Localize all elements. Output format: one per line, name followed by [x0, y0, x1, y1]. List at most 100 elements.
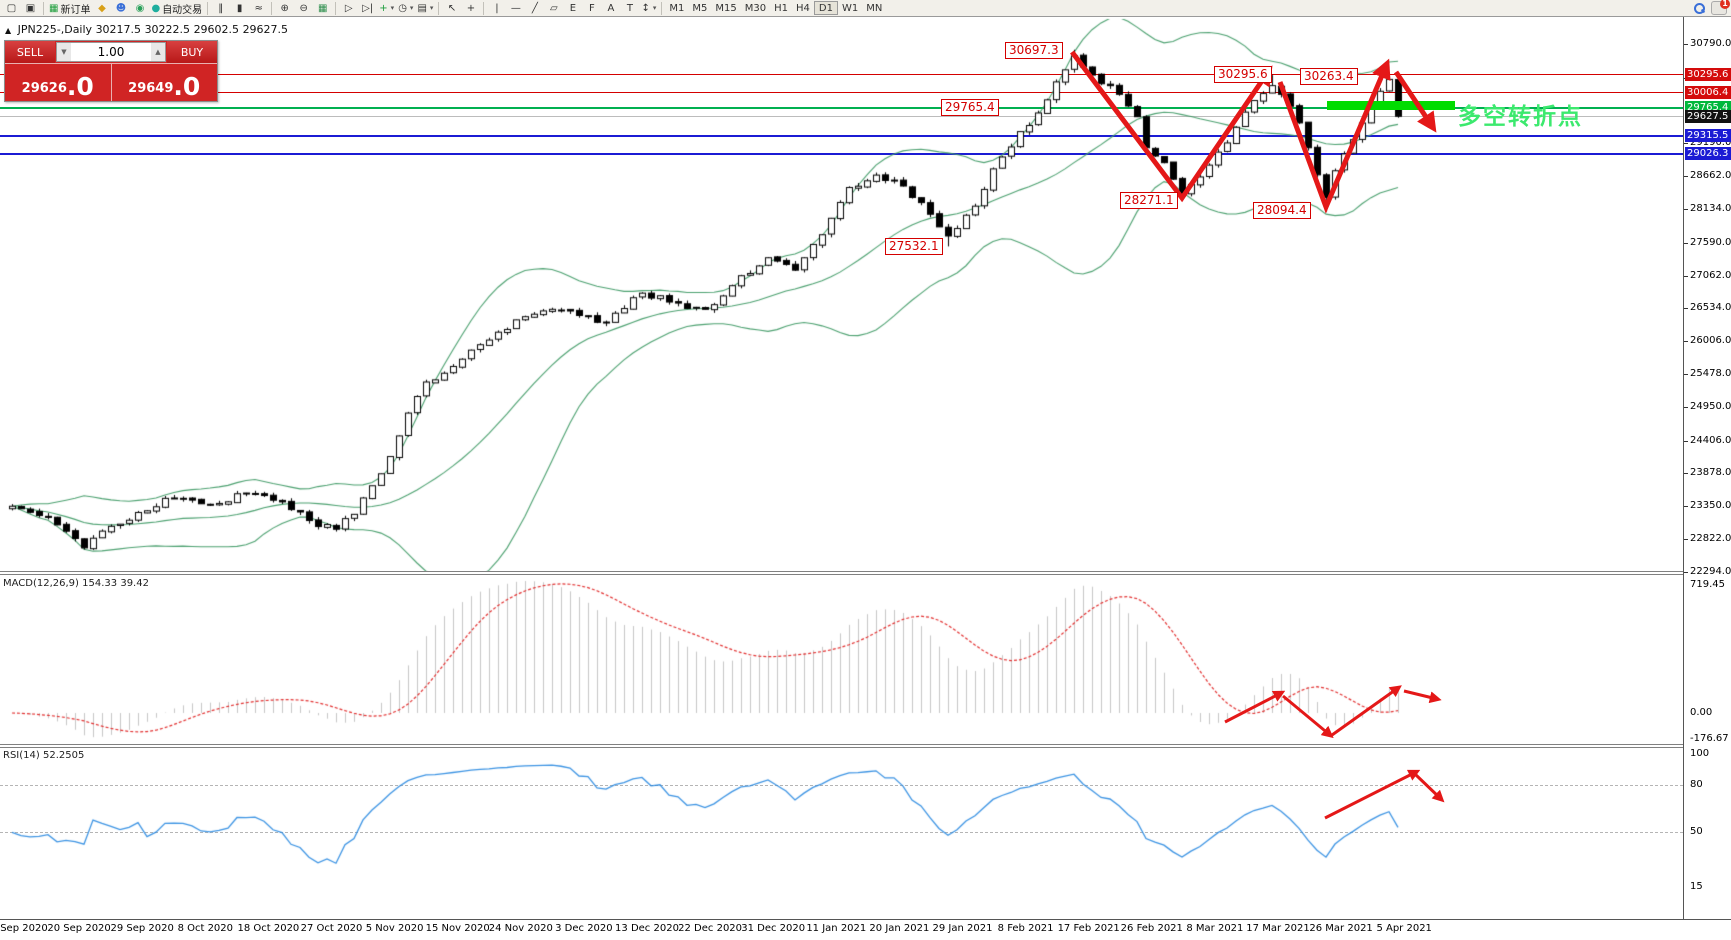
cursor-icon: ↖: [447, 2, 457, 14]
axis-tick-mark: [1684, 473, 1688, 475]
price-annotation-28271.1[interactable]: 28271.1: [1120, 192, 1178, 209]
timeframe-MN[interactable]: MN: [866, 2, 883, 14]
date-label: 8 Oct 2020: [177, 923, 234, 934]
timeframe-M1[interactable]: M1: [669, 2, 685, 14]
timeframe-H4[interactable]: H4: [796, 2, 810, 14]
collapse-icon[interactable]: ▲: [5, 26, 12, 35]
indicators-button[interactable]: + ▾: [377, 1, 396, 16]
signal-icon[interactable]: ◉: [130, 1, 149, 16]
axis-tick-24950.0: 24950.0: [1690, 400, 1731, 412]
fibonacci-icon: E: [569, 2, 577, 14]
buy-button[interactable]: BUY: [167, 41, 217, 63]
timeframe-M30[interactable]: M30: [744, 2, 767, 14]
bar-chart-icon: ‖: [218, 2, 224, 14]
templates-button[interactable]: ▤ ▾: [415, 1, 435, 16]
tile-windows-icon: ▦: [317, 2, 328, 14]
period-clock-button[interactable]: ◷ ▾: [396, 1, 415, 16]
date-label: 8 Feb 2021: [997, 923, 1054, 934]
tile-windows-icon[interactable]: ▦: [313, 1, 332, 16]
zoom-window-icon: ▣: [25, 2, 36, 14]
hline-icon[interactable]: —: [506, 1, 525, 16]
zoom-window-icon[interactable]: ▣: [21, 1, 40, 16]
macd-panel-separator[interactable]: [0, 571, 1684, 575]
line-chart-icon[interactable]: ≈: [249, 1, 268, 16]
macd-tick-719.45: 719.45: [1690, 579, 1725, 590]
templates-button: ▤: [417, 2, 427, 14]
date-label: 17 Feb 2021: [1057, 923, 1120, 934]
price-annotation-30263.4[interactable]: 30263.4: [1300, 68, 1358, 85]
date-label: 20 Sep 2020: [47, 923, 111, 934]
arrows-icon[interactable]: ↕ ▾: [639, 1, 658, 16]
alerts-badge: 1: [1720, 0, 1730, 9]
eraser-icon[interactable]: ◆: [92, 1, 111, 16]
price-annotation-28094.4[interactable]: 28094.4: [1253, 202, 1311, 219]
axis-tick-28134.0: 28134.0: [1690, 203, 1731, 215]
axis-tick-29190.0: 29190.0: [1690, 137, 1731, 149]
analysis-note[interactable]: 多空转折点: [1458, 104, 1583, 130]
date-label: 20 Jan 2021: [869, 923, 930, 934]
fibo-expansion-icon: F: [589, 2, 595, 14]
date-label: 24 Nov 2020: [488, 923, 553, 934]
axis-tick-23878.0: 23878.0: [1690, 467, 1731, 479]
axis-tick-mark: [1684, 341, 1688, 343]
profiles-icon[interactable]: ☻: [111, 1, 130, 16]
text-icon[interactable]: A: [601, 1, 620, 16]
chart-window-icon[interactable]: ▢: [2, 1, 21, 16]
axis-tick-mark: [1684, 406, 1688, 408]
price-chart-canvas[interactable]: [0, 0, 1683, 940]
bar-chart-icon[interactable]: ‖: [211, 1, 230, 16]
crosshair-icon: +: [466, 2, 476, 14]
alerts-icon[interactable]: 1: [1711, 0, 1730, 15]
timeframe-H1[interactable]: H1: [774, 2, 789, 14]
chart-shift-icon[interactable]: ▷|: [358, 1, 377, 16]
chevron-down-icon: ▾: [409, 4, 414, 12]
chevron-down-icon: ▾: [429, 4, 434, 12]
axis-tick-mark: [1684, 176, 1688, 178]
axis-tick-mark: [1684, 143, 1688, 145]
auto-scroll-icon[interactable]: ▷: [339, 1, 358, 16]
timeframe-W1[interactable]: W1: [841, 2, 859, 14]
toolbar-buttons: ▢ ▣ ▦ 新订单 ◆ ☻ ◉ ● 自动交易 ‖ ▮ ≈ ⊕ ⊖ ▦ ▷ ▷| + ▾ ◷ ▾ ▤ ▾ ↖ + | — ╱ ▱ E F A T ↕…: [2, 1, 665, 16]
eraser-icon: ◆: [98, 2, 106, 14]
date-label: 13 Dec 2020: [615, 923, 679, 934]
timeframe-M5[interactable]: M5: [692, 2, 708, 14]
timeframe-M15[interactable]: M15: [715, 2, 737, 14]
rsi-panel-separator[interactable]: [0, 744, 1684, 748]
date-label: 29 Jan 2021: [932, 923, 993, 934]
zoom-out-icon[interactable]: ⊖: [294, 1, 313, 16]
label-icon[interactable]: T: [620, 1, 639, 16]
volume-down-button[interactable]: ▼: [57, 43, 71, 61]
cursor-icon[interactable]: ↖: [442, 1, 461, 16]
fibonacci-icon[interactable]: E: [563, 1, 582, 16]
axis-tick-mark: [1684, 440, 1688, 442]
price-annotation-30295.6[interactable]: 30295.6: [1214, 66, 1272, 83]
price-badge-29315.5: 29315.5: [1685, 129, 1731, 143]
sell-button[interactable]: SELL: [5, 41, 55, 63]
autotrading-button[interactable]: ● 自动交易: [149, 1, 204, 16]
axis-tick-23350.0: 23350.0: [1690, 500, 1731, 512]
price-annotation-29765.4[interactable]: 29765.4: [941, 99, 999, 116]
trendline-icon[interactable]: ╱: [525, 1, 544, 16]
candlestick-chart-icon[interactable]: ▮: [230, 1, 249, 16]
volume-value[interactable]: 1.00: [71, 43, 151, 61]
chart-window-icon: ▢: [6, 2, 17, 14]
price-annotation-30697.3[interactable]: 30697.3: [1005, 42, 1063, 59]
date-label: 22 Dec 2020: [678, 923, 743, 934]
search-icon[interactable]: [1693, 2, 1705, 14]
buy-price[interactable]: 29649.0: [128, 72, 201, 101]
timeframe-D1[interactable]: D1: [813, 1, 838, 15]
price-annotation-27532.1[interactable]: 27532.1: [885, 238, 943, 255]
arrows-icon: ↕: [641, 2, 650, 14]
channel-icon[interactable]: ▱: [544, 1, 563, 16]
vline-icon[interactable]: |: [487, 1, 506, 16]
new-order-button[interactable]: ▦ 新订单: [47, 1, 92, 16]
chevron-down-icon: ▾: [390, 4, 395, 12]
volume-up-button[interactable]: ▲: [151, 43, 165, 61]
crosshair-icon[interactable]: +: [461, 1, 480, 16]
indicators-button: +: [379, 2, 388, 14]
zoom-in-icon[interactable]: ⊕: [275, 1, 294, 16]
fibo-expansion-icon[interactable]: F: [582, 1, 601, 16]
sell-price[interactable]: 29626.0: [5, 64, 112, 101]
support-zone-bar[interactable]: [1327, 101, 1455, 110]
